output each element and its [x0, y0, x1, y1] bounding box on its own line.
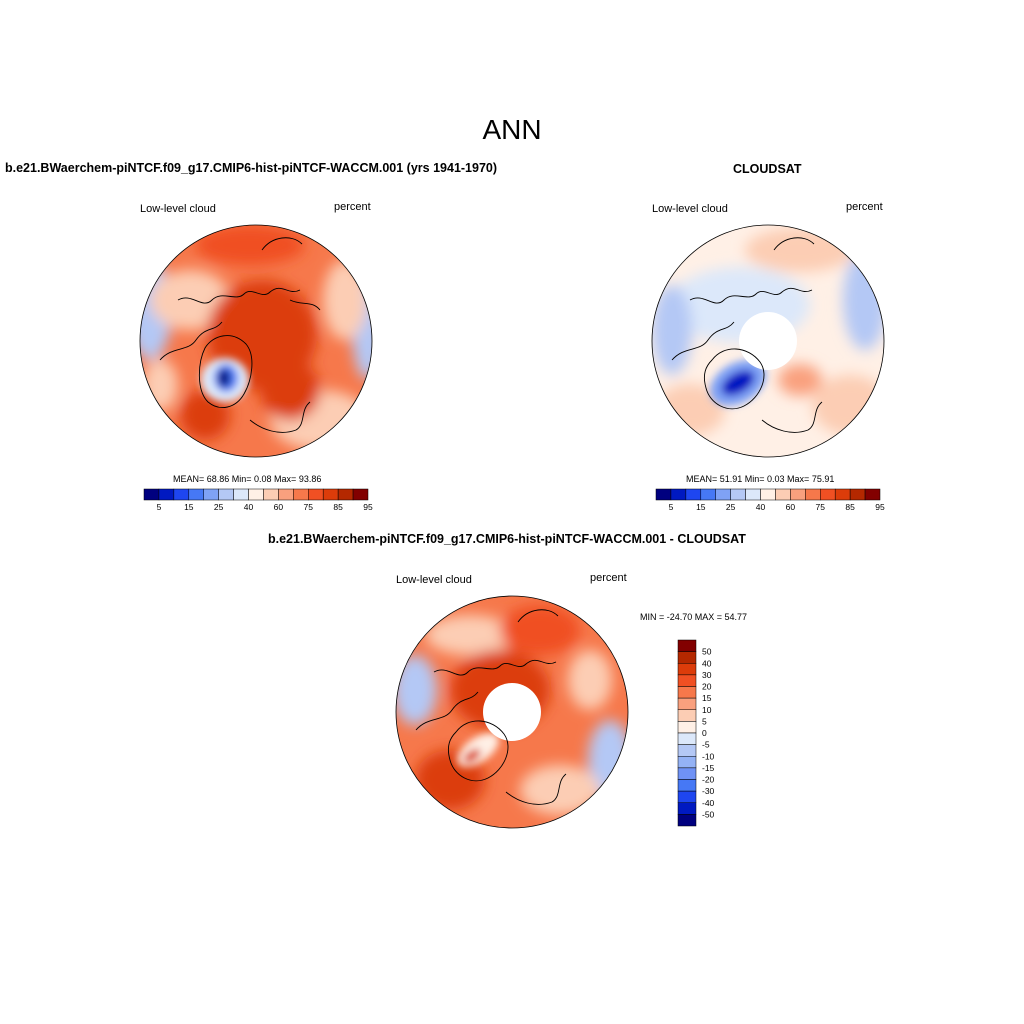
obs-colorbar: 5 15 25 40 60 75 85 95	[655, 488, 885, 512]
model-colorbar-box	[337, 488, 354, 501]
model-colorbar-box	[173, 488, 190, 501]
model-colorbar-label: 25	[214, 502, 224, 512]
diff-colorbar-box	[677, 744, 697, 757]
model-colorbar-label: 40	[244, 502, 254, 512]
obs-colorbar-box	[655, 488, 672, 501]
diff-colorbar-label: -10	[702, 751, 715, 761]
diff-colorbar-label: -50	[702, 809, 715, 819]
model-colorbar-label: 85	[333, 502, 343, 512]
model-colorbar-box	[188, 488, 204, 501]
obs-colorbar-label: 15	[696, 502, 706, 512]
obs-colorbar-box	[760, 488, 776, 501]
model-case-title: b.e21.BWaerchem-piNTCF.f09_g17.CMIP6-his…	[5, 161, 498, 175]
model-colorbar-label: 95	[363, 502, 373, 512]
model-colorbar-label: 60	[274, 502, 284, 512]
diff-colorbar-box	[677, 674, 697, 687]
obs-colorbar-label: 40	[756, 502, 766, 512]
model-stats: MEAN= 68.86 Min= 0.08 Max= 93.86	[173, 474, 322, 484]
obs-colorbar-box	[715, 488, 731, 501]
model-polar-map	[139, 224, 373, 458]
diff-colorbar-label: -5	[702, 740, 710, 750]
obs-colorbar-label: 85	[845, 502, 855, 512]
model-colorbar-box	[308, 488, 324, 501]
diff-colorbar-label: 10	[702, 705, 712, 715]
model-colorbar-box	[158, 488, 175, 501]
model-colorbar-box	[233, 488, 249, 501]
model-colorbar-box	[143, 488, 160, 501]
obs-colorbar-box	[790, 488, 806, 501]
model-colorbar-box	[322, 488, 339, 501]
diff-colorbar-label: -20	[702, 775, 715, 785]
diff-colorbar-box	[677, 651, 697, 664]
diff-colorbar-label: -30	[702, 786, 715, 796]
obs-colorbar-box	[834, 488, 851, 501]
obs-colorbar-label: 75	[816, 502, 826, 512]
obs-colorbar-box	[745, 488, 761, 501]
obs-colorbar-box	[820, 488, 836, 501]
obs-polar-map	[651, 224, 885, 458]
obs-colorbar-box	[849, 488, 866, 501]
model-colorbar: 5 15 25 40 60 75 85 95	[143, 488, 373, 512]
obs-colorbar-box	[670, 488, 687, 501]
obs-colorbar-label: 5	[669, 502, 674, 512]
model-colorbar-box	[278, 488, 294, 501]
diff-colorbar-box	[677, 721, 697, 734]
model-units-label: percent	[334, 201, 371, 213]
obs-colorbar-box	[775, 488, 791, 501]
obs-colorbar-box	[700, 488, 716, 501]
diff-units-label: percent	[590, 572, 627, 584]
diff-colorbar-label: 30	[702, 670, 712, 680]
obs-colorbar-box	[864, 488, 881, 501]
diff-colorbar-box	[677, 767, 697, 780]
obs-colorbar-label: 60	[786, 502, 796, 512]
obs-colorbar-box	[685, 488, 702, 501]
obs-stats: MEAN= 51.91 Min= 0.03 Max= 75.91	[686, 474, 835, 484]
model-colorbar-box	[203, 488, 219, 501]
diff-colorbar-label: 5	[702, 716, 707, 726]
obs-colorbar-label: 25	[726, 502, 736, 512]
diff-case-title: b.e21.BWaerchem-piNTCF.f09_g17.CMIP6-his…	[268, 532, 746, 546]
obs-case-title: CLOUDSAT	[733, 162, 802, 176]
diff-colorbar-box	[677, 697, 697, 710]
model-variable-label: Low-level cloud	[140, 203, 216, 215]
diff-colorbar-label: 0	[702, 728, 707, 738]
diff-colorbar-box	[677, 639, 697, 652]
diff-colorbar-box	[677, 779, 697, 792]
diff-stats: MIN = -24.70 MAX = 54.77	[640, 612, 748, 622]
diff-colorbar-label: 20	[702, 682, 712, 692]
model-colorbar-box	[293, 488, 309, 501]
diff-colorbar-label: 50	[702, 647, 712, 657]
model-colorbar-label: 15	[184, 502, 194, 512]
diff-colorbar-box	[677, 814, 697, 827]
diff-colorbar-box	[677, 709, 697, 722]
diff-colorbar-box	[677, 732, 697, 745]
model-colorbar-box	[248, 488, 264, 501]
diff-colorbar-label: 15	[702, 693, 712, 703]
model-colorbar-box	[352, 488, 369, 501]
diff-polar-map	[395, 595, 629, 829]
diff-colorbar-box	[677, 802, 697, 815]
diff-variable-label: Low-level cloud	[396, 574, 472, 586]
model-colorbar-box	[218, 488, 234, 501]
diff-colorbar-box	[677, 663, 697, 676]
obs-colorbar-label: 95	[875, 502, 885, 512]
obs-variable-label: Low-level cloud	[652, 203, 728, 215]
page-title: ANN	[482, 114, 542, 145]
diff-colorbar-box	[677, 756, 697, 769]
diff-colorbar-label: -15	[702, 763, 715, 773]
model-colorbar-box	[263, 488, 279, 501]
diff-colorbar-label: 40	[702, 658, 712, 668]
diff-colorbar-box	[677, 686, 697, 699]
model-colorbar-label: 5	[157, 502, 162, 512]
obs-colorbar-box	[805, 488, 821, 501]
obs-colorbar-box	[730, 488, 746, 501]
model-colorbar-label: 75	[304, 502, 314, 512]
diff-colorbar-label: -40	[702, 798, 715, 808]
obs-units-label: percent	[846, 201, 883, 213]
diff-colorbar-box	[677, 790, 697, 803]
